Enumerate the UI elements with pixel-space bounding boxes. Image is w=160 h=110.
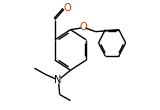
Text: O: O (79, 22, 87, 32)
Text: N: N (54, 75, 62, 85)
Text: O: O (63, 3, 71, 13)
